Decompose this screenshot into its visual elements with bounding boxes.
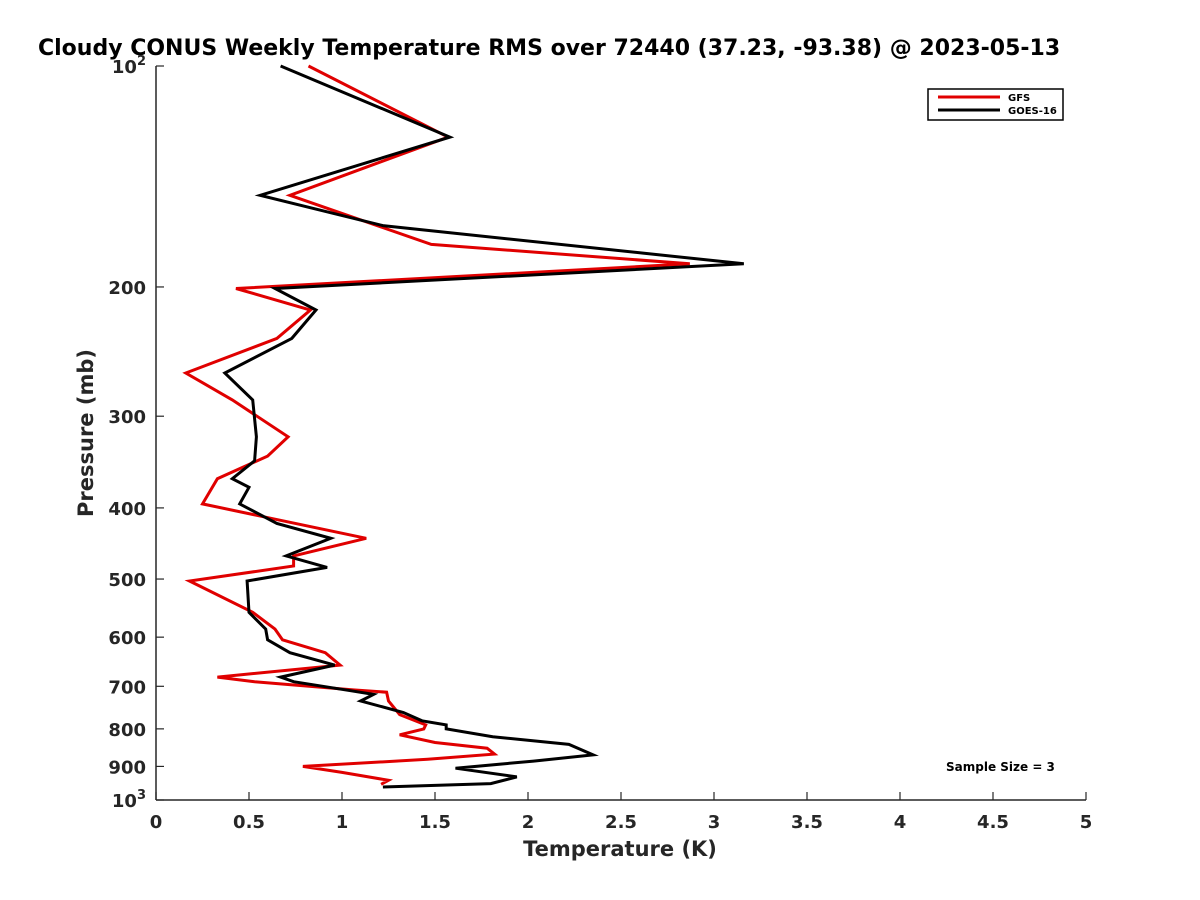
x-tick-label: 0.5 [233,812,265,833]
x-tick-label: 4 [894,812,907,833]
plot-area: 0 0.5 1 1.5 2 2.5 3 3.5 4 4.5 5 102 200 300 400 500 600 7… [108,54,1092,833]
x-tick-label: 5 [1080,812,1093,833]
chart-title: Cloudy CONUS Weekly Temperature RMS over… [38,36,1060,61]
series-line-gfs [182,64,690,786]
x-tick-label: 2.5 [605,812,637,833]
y-tick-label: 900 [108,757,146,778]
series-line-goes-16 [222,64,744,789]
y-tick-label: 200 [108,278,146,299]
y-tick-label: 103 [112,788,146,812]
x-tick-label: 3.5 [791,812,823,833]
x-tick-label: 4.5 [977,812,1009,833]
x-tick-label: 1 [336,812,349,833]
x-tick-label: 0 [150,812,163,833]
legend: GFS GOES-16 [927,88,1064,121]
legend-label-gfs: GFS [1008,93,1030,104]
sample-size-annotation: Sample Size = 3 [946,760,1055,774]
legend-box [927,88,1064,121]
y-axis-label: Pressure (mb) [74,349,98,517]
y-tick-label: 400 [108,499,146,520]
y-tick-label: 700 [108,677,146,698]
x-tick-label: 2 [522,812,535,833]
x-tick-label: 3 [708,812,721,833]
y-tick-label: 300 [108,407,146,428]
y-tick-label: 102 [112,54,146,78]
x-tick-label: 1.5 [419,812,451,833]
y-tick-label: 600 [108,628,146,649]
y-tick-label: 500 [108,570,146,591]
x-axis-label: Temperature (K) [523,837,717,861]
y-tick-label: 800 [108,720,146,741]
legend-label-goes-16: GOES-16 [1008,106,1057,117]
